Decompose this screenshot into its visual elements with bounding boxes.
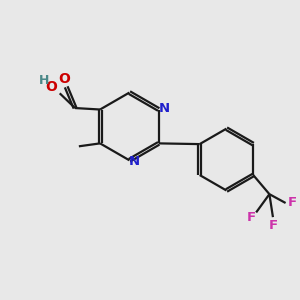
Text: O: O — [58, 72, 70, 86]
Text: F: F — [287, 196, 297, 209]
Text: N: N — [129, 155, 140, 168]
Text: N: N — [158, 101, 169, 115]
Text: F: F — [247, 211, 256, 224]
Text: O: O — [46, 80, 57, 94]
Text: F: F — [268, 219, 278, 232]
Text: H: H — [39, 74, 50, 88]
